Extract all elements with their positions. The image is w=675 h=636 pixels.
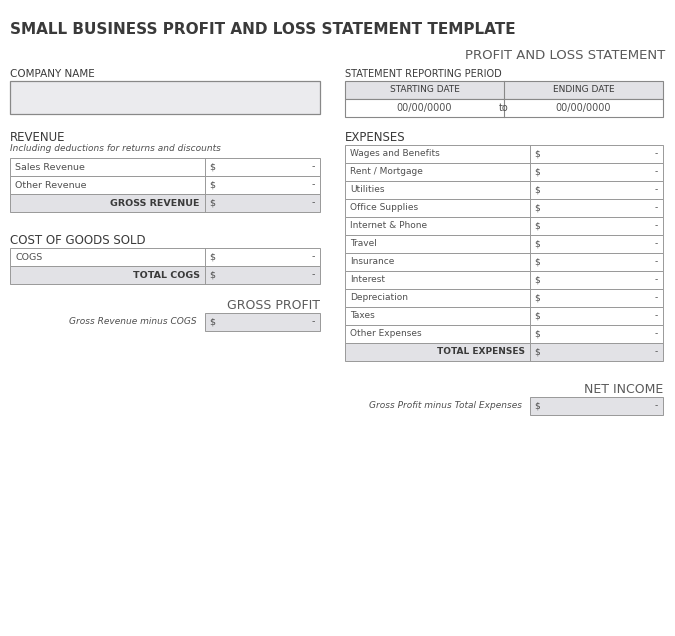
Text: NET INCOME: NET INCOME xyxy=(584,383,663,396)
Text: EXPENSES: EXPENSES xyxy=(345,131,406,144)
Text: $: $ xyxy=(534,204,540,212)
Text: to: to xyxy=(499,103,509,113)
Text: Gross Revenue minus COGS: Gross Revenue minus COGS xyxy=(70,317,197,326)
Text: $: $ xyxy=(534,258,540,266)
Text: Taxes: Taxes xyxy=(350,312,375,321)
Text: Depreciation: Depreciation xyxy=(350,293,408,303)
Text: $: $ xyxy=(209,181,215,190)
Text: -: - xyxy=(655,401,658,410)
Text: -: - xyxy=(655,275,658,284)
Text: $: $ xyxy=(534,149,540,158)
Text: TOTAL EXPENSES: TOTAL EXPENSES xyxy=(437,347,525,357)
Bar xyxy=(345,145,663,163)
Text: -: - xyxy=(655,240,658,249)
Text: -: - xyxy=(655,186,658,195)
Text: STARTING DATE: STARTING DATE xyxy=(389,85,460,95)
Text: Internet & Phone: Internet & Phone xyxy=(350,221,427,230)
Text: $: $ xyxy=(534,240,540,249)
Text: PROFIT AND LOSS STATEMENT: PROFIT AND LOSS STATEMENT xyxy=(465,49,665,62)
Text: REVENUE: REVENUE xyxy=(10,131,65,144)
Bar xyxy=(345,289,663,307)
Text: $: $ xyxy=(534,347,540,357)
Text: -: - xyxy=(655,204,658,212)
Text: 00/00/0000: 00/00/0000 xyxy=(556,103,612,113)
Bar xyxy=(345,325,663,343)
Text: -: - xyxy=(312,252,315,261)
Bar xyxy=(205,313,320,331)
Text: Rent / Mortgage: Rent / Mortgage xyxy=(350,167,423,177)
Bar xyxy=(10,248,320,266)
Text: $: $ xyxy=(534,293,540,303)
Text: Wages and Benefits: Wages and Benefits xyxy=(350,149,439,158)
Text: Travel: Travel xyxy=(350,240,377,249)
Text: $: $ xyxy=(534,221,540,230)
Bar xyxy=(345,99,663,117)
Text: $: $ xyxy=(209,163,215,172)
Bar xyxy=(10,81,320,114)
Text: Sales Revenue: Sales Revenue xyxy=(15,163,85,172)
Text: Other Revenue: Other Revenue xyxy=(15,181,86,190)
Text: SMALL BUSINESS PROFIT AND LOSS STATEMENT TEMPLATE: SMALL BUSINESS PROFIT AND LOSS STATEMENT… xyxy=(10,22,516,37)
Text: -: - xyxy=(312,270,315,279)
Text: -: - xyxy=(312,198,315,207)
Text: COGS: COGS xyxy=(15,252,43,261)
Text: -: - xyxy=(655,167,658,177)
Text: Interest: Interest xyxy=(350,275,385,284)
Text: TOTAL COGS: TOTAL COGS xyxy=(133,270,200,279)
Text: -: - xyxy=(655,312,658,321)
Text: $: $ xyxy=(534,167,540,177)
Text: Insurance: Insurance xyxy=(350,258,394,266)
Text: $: $ xyxy=(209,252,215,261)
Bar xyxy=(530,397,663,415)
Text: $: $ xyxy=(534,275,540,284)
Text: -: - xyxy=(312,163,315,172)
Text: $: $ xyxy=(534,401,540,410)
Text: Gross Profit minus Total Expenses: Gross Profit minus Total Expenses xyxy=(369,401,522,410)
Bar xyxy=(10,176,320,194)
Text: COST OF GOODS SOLD: COST OF GOODS SOLD xyxy=(10,234,146,247)
Bar xyxy=(345,235,663,253)
Text: $: $ xyxy=(534,186,540,195)
Text: $: $ xyxy=(209,317,215,326)
Bar xyxy=(345,271,663,289)
Bar xyxy=(345,163,663,181)
Bar xyxy=(10,158,320,176)
Text: GROSS REVENUE: GROSS REVENUE xyxy=(111,198,200,207)
Text: -: - xyxy=(655,347,658,357)
Bar xyxy=(345,217,663,235)
Bar xyxy=(10,194,320,212)
Text: ENDING DATE: ENDING DATE xyxy=(553,85,614,95)
Text: COMPANY NAME: COMPANY NAME xyxy=(10,69,94,79)
Bar xyxy=(345,181,663,199)
Text: -: - xyxy=(655,293,658,303)
Text: Office Supplies: Office Supplies xyxy=(350,204,418,212)
Text: -: - xyxy=(312,181,315,190)
Text: -: - xyxy=(655,149,658,158)
Text: $: $ xyxy=(534,329,540,338)
Text: Including deductions for returns and discounts: Including deductions for returns and dis… xyxy=(10,144,221,153)
Text: -: - xyxy=(655,258,658,266)
Bar xyxy=(345,307,663,325)
Text: STATEMENT REPORTING PERIOD: STATEMENT REPORTING PERIOD xyxy=(345,69,502,79)
Bar xyxy=(345,81,663,99)
Bar xyxy=(345,343,663,361)
Text: -: - xyxy=(655,329,658,338)
Text: $: $ xyxy=(209,198,215,207)
Text: -: - xyxy=(312,317,315,326)
Bar xyxy=(10,266,320,284)
Text: 00/00/0000: 00/00/0000 xyxy=(397,103,452,113)
Text: Other Expenses: Other Expenses xyxy=(350,329,422,338)
Text: GROSS PROFIT: GROSS PROFIT xyxy=(227,299,320,312)
Bar xyxy=(345,199,663,217)
Text: $: $ xyxy=(534,312,540,321)
Bar xyxy=(345,253,663,271)
Text: $: $ xyxy=(209,270,215,279)
Text: -: - xyxy=(655,221,658,230)
Text: Utilities: Utilities xyxy=(350,186,385,195)
